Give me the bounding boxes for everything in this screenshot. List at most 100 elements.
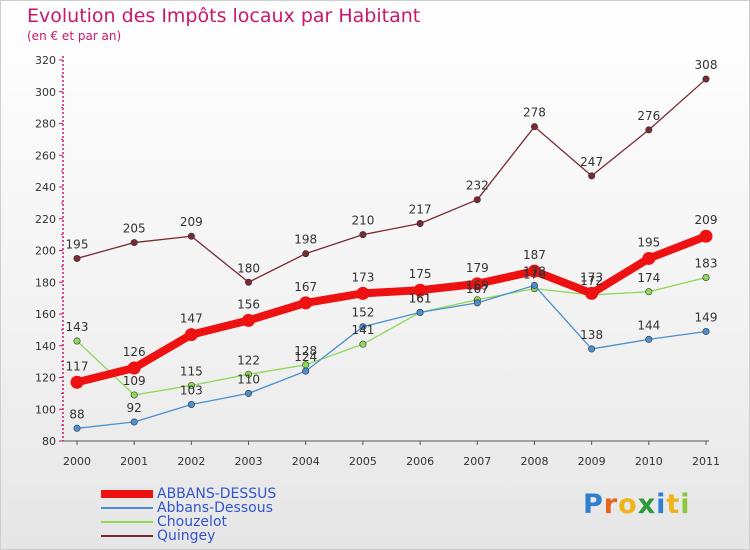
logo-letter: x [637, 489, 657, 520]
x-tick-label: 2008 [520, 455, 548, 468]
data-point [527, 264, 541, 278]
chart-title: Evolution des Impôts locaux par Habitant [27, 5, 421, 27]
legend-label: Abbans-Dessous [157, 500, 273, 516]
data-label: 205 [123, 222, 146, 236]
data-point [187, 381, 195, 389]
y-tick-label: 280 [35, 118, 56, 131]
data-label: 232 [466, 179, 489, 193]
data-point [645, 288, 653, 296]
data-label: 169 [466, 279, 489, 293]
x-tick-label: 2006 [406, 455, 434, 468]
data-label: 173 [580, 270, 603, 284]
legend-swatch [101, 521, 153, 523]
y-tick-label: 240 [35, 181, 56, 194]
data-label: 122 [237, 353, 260, 367]
data-label: 156 [237, 297, 260, 311]
data-label: 110 [237, 372, 260, 386]
series-line-abbans-dessous [76, 284, 707, 429]
data-point [473, 299, 481, 307]
legend-label: Chouzelot [157, 514, 227, 530]
x-tick-label: 2000 [63, 455, 91, 468]
x-tick-label: 2009 [578, 455, 606, 468]
data-point [130, 239, 138, 247]
x-tick-label: 2001 [120, 455, 148, 468]
x-tick-label: 2003 [235, 455, 263, 468]
logo-letter: r [603, 489, 619, 520]
data-point [588, 345, 596, 353]
data-label: 143 [66, 320, 89, 334]
data-label: 247 [580, 155, 603, 169]
series-line-chouzelot [76, 276, 707, 396]
data-point [127, 361, 141, 375]
data-point [130, 391, 138, 399]
data-point [702, 327, 710, 335]
data-label: 175 [409, 267, 432, 281]
data-label: 183 [695, 256, 718, 270]
y-tick-label: 140 [35, 340, 56, 353]
data-point [245, 370, 253, 378]
data-label: 161 [409, 291, 432, 305]
data-label: 198 [294, 233, 317, 247]
data-point [416, 308, 424, 316]
data-point [416, 220, 424, 228]
data-label: 180 [237, 261, 260, 275]
data-point [359, 323, 367, 331]
data-label: 195 [66, 237, 89, 251]
data-label: 103 [180, 383, 203, 397]
data-point [413, 283, 427, 297]
x-tick-label: 2002 [177, 455, 205, 468]
y-tick-label: 260 [35, 149, 56, 162]
series-line-abbans-dessus [73, 232, 710, 387]
data-point [470, 277, 484, 291]
data-point [299, 296, 313, 310]
logo-letter: P [583, 489, 604, 520]
proxiti-logo: Proxiti [583, 489, 691, 520]
data-point [245, 389, 253, 397]
data-point [699, 229, 713, 243]
data-label: 124 [294, 350, 317, 364]
logo-letter: o [618, 489, 638, 520]
data-label: 161 [409, 291, 432, 305]
data-point [73, 337, 81, 345]
data-label: 92 [127, 401, 142, 415]
data-point [473, 196, 481, 204]
data-point [245, 278, 253, 286]
data-point [530, 123, 538, 131]
data-point [585, 286, 599, 300]
y-tick-label: 200 [35, 245, 56, 258]
x-tick-label: 2011 [692, 455, 720, 468]
data-point [187, 232, 195, 240]
data-label: 179 [466, 261, 489, 275]
data-label: 126 [123, 345, 146, 359]
data-point [702, 75, 710, 83]
data-label: 147 [180, 312, 203, 326]
data-point [359, 340, 367, 348]
data-label: 167 [294, 280, 317, 294]
data-point [73, 424, 81, 432]
y-tick-label: 100 [35, 403, 56, 416]
data-label: 308 [695, 58, 718, 72]
data-label: 167 [466, 282, 489, 296]
legend-swatch [101, 507, 153, 509]
data-label: 276 [637, 109, 660, 123]
data-point [302, 367, 310, 375]
data-point [73, 254, 81, 262]
data-label: 128 [294, 344, 317, 358]
data-label: 172 [580, 274, 603, 288]
data-label: 173 [351, 270, 374, 284]
logo-letter: i [680, 489, 691, 520]
data-point [359, 231, 367, 239]
data-point [242, 313, 256, 327]
data-point [356, 286, 370, 300]
data-label: 109 [123, 374, 146, 388]
data-label: 176 [523, 268, 546, 282]
data-label: 149 [695, 310, 718, 324]
chart-subtitle: (en € et par an) [27, 29, 122, 43]
x-tick-label: 2005 [349, 455, 377, 468]
y-tick-label: 220 [35, 213, 56, 226]
y-tick-label: 180 [35, 276, 56, 289]
data-point [588, 172, 596, 180]
data-label: 88 [69, 407, 84, 421]
logo-letter: i [656, 489, 667, 520]
